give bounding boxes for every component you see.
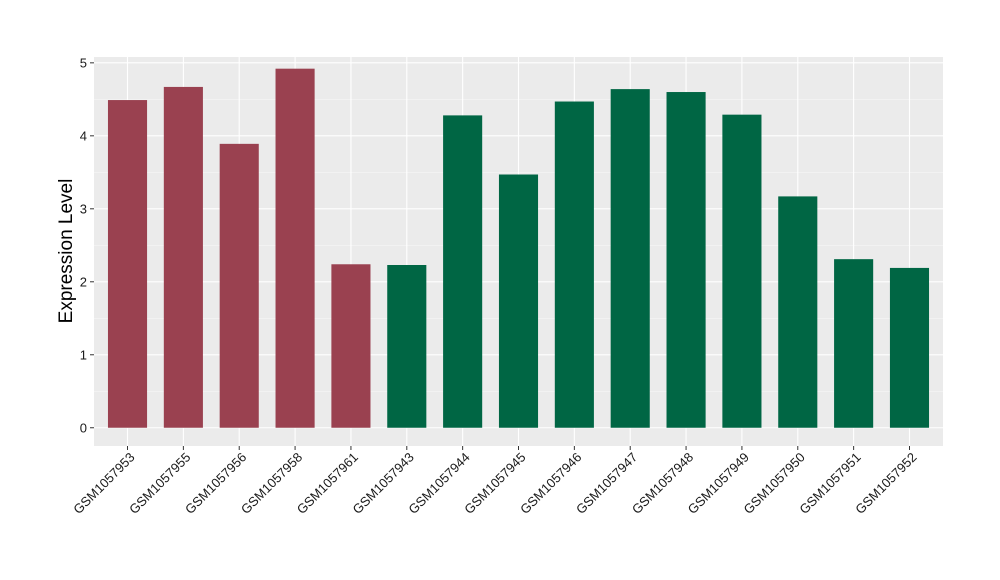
bar-GSM1057953 — [107, 100, 148, 428]
y-tick-label: 0 — [80, 420, 87, 435]
y-tick-label: 4 — [80, 128, 87, 143]
bar-GSM1057943 — [387, 265, 427, 428]
y-tick-label: 5 — [80, 55, 87, 70]
bar-GSM1057950 — [778, 196, 818, 428]
bar-GSM1057949 — [722, 114, 762, 428]
bar-GSM1057958 — [275, 68, 315, 428]
bar-GSM1057951 — [834, 259, 874, 428]
bar-GSM1057944 — [443, 115, 483, 428]
bar-GSM1057956 — [219, 143, 259, 428]
bar-GSM1057947 — [610, 89, 650, 428]
y-axis: 0 1 2 3 4 5 — [80, 55, 94, 435]
bar-GSM1057948 — [666, 92, 706, 428]
bars — [107, 68, 930, 428]
x-axis: GSM1057953GSM1057955GSM1057956GSM1057958… — [70, 446, 920, 517]
y-tick-label: 1 — [80, 347, 87, 362]
y-tick-label: 3 — [80, 201, 87, 216]
bar-GSM1057961 — [331, 264, 371, 428]
y-axis-title: Expression Level — [56, 179, 77, 324]
bar-GSM1057955 — [163, 86, 203, 428]
bar-GSM1057952 — [889, 267, 930, 428]
y-tick-label: 2 — [80, 274, 87, 289]
bar-GSM1057946 — [554, 101, 594, 428]
bar-GSM1057945 — [498, 174, 539, 428]
